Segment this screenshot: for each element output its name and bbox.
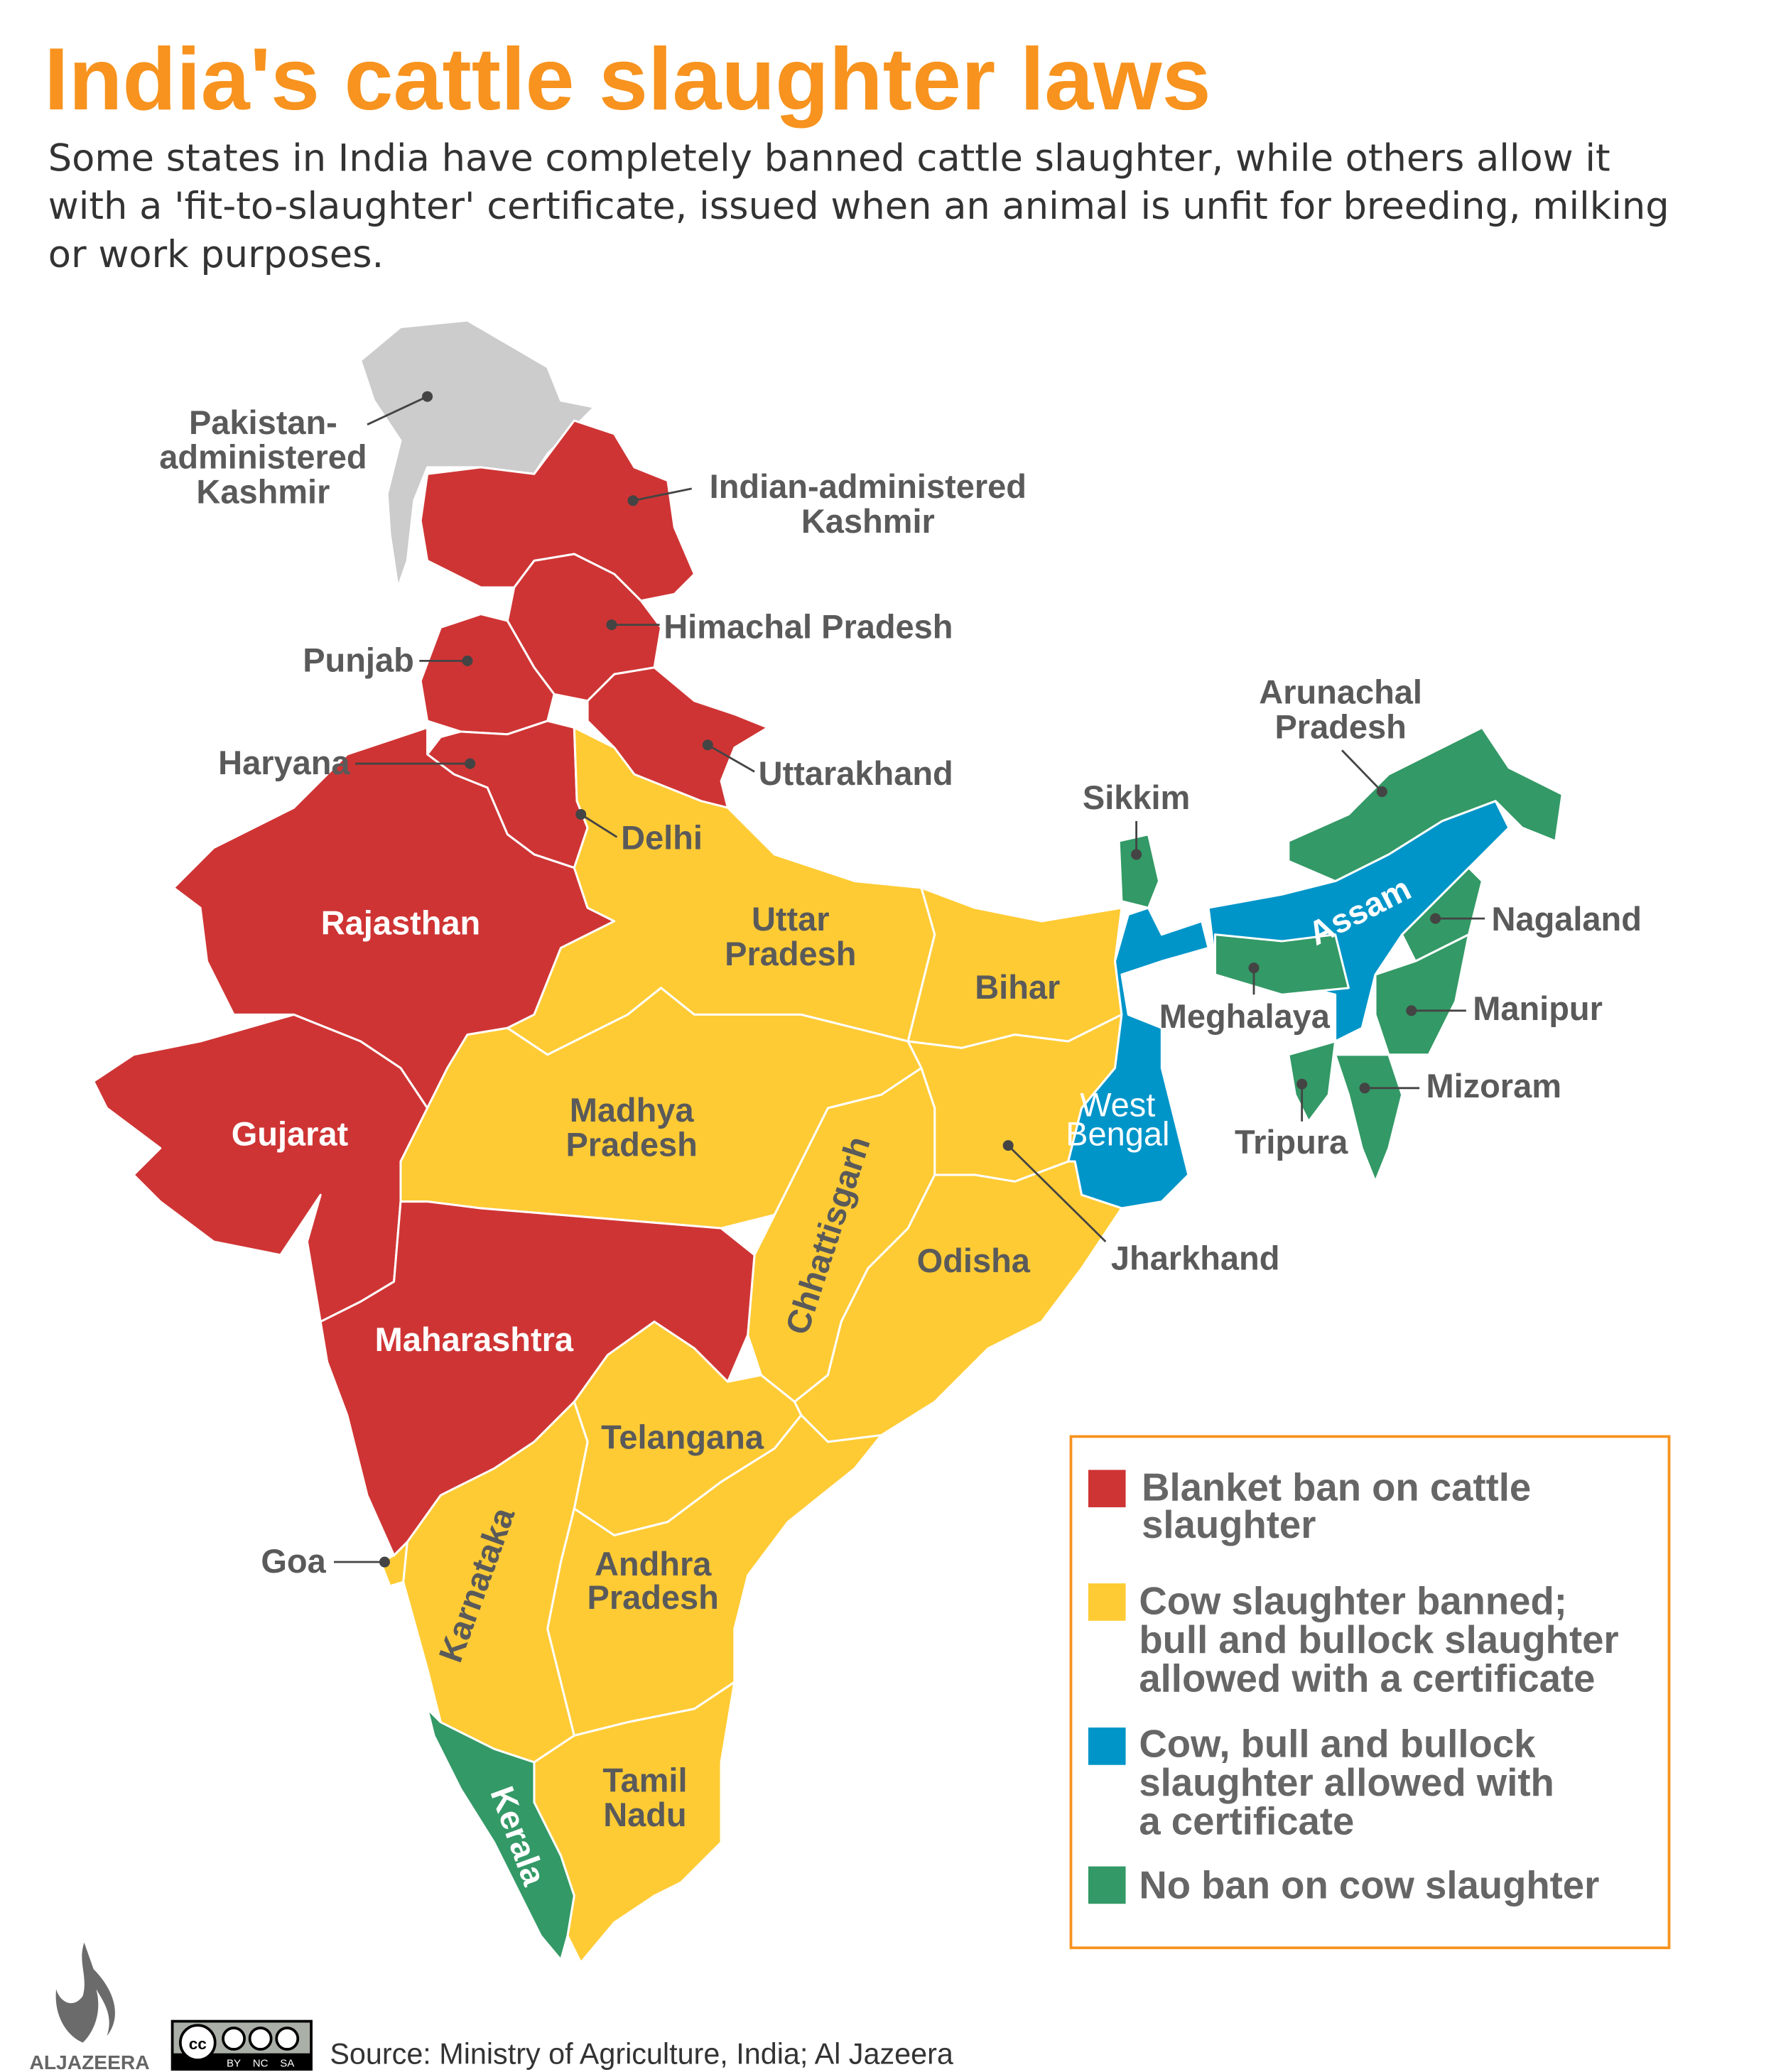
state-meghalaya[interactable] bbox=[1213, 933, 1350, 996]
state-tripura[interactable] bbox=[1287, 1040, 1337, 1123]
state-kerala[interactable] bbox=[426, 1708, 575, 1961]
map-labels: Pakistan- administered Kashmir Indian-ad… bbox=[159, 403, 1642, 1891]
subtitle-line: with a 'fit-to-slaughter' certificate, i… bbox=[48, 185, 1669, 228]
legend-label: bull and bullock slaughter bbox=[1139, 1618, 1618, 1661]
legend-label: allowed with a certificate bbox=[1139, 1656, 1595, 1700]
state-arunachal-pradesh[interactable] bbox=[1287, 726, 1564, 882]
legend-swatch-blue bbox=[1088, 1727, 1126, 1765]
india-map bbox=[92, 319, 1564, 1964]
state-gujarat[interactable] bbox=[92, 1013, 429, 1323]
legend-label: No ban on cow slaughter bbox=[1139, 1864, 1599, 1907]
subtitle-line: Some states in India have completely ban… bbox=[48, 137, 1610, 180]
state-west-bengal[interactable] bbox=[1067, 906, 1210, 1210]
cc-license-badge: cc BY NC SA bbox=[170, 2019, 313, 2071]
label-indian-kashmir: Indian-administered bbox=[710, 467, 1027, 505]
label-meghalaya: Meghalaya bbox=[1159, 997, 1331, 1035]
state-mizoram[interactable] bbox=[1334, 1053, 1404, 1183]
logo-text: ALJAZEERA bbox=[29, 2051, 149, 2072]
label-mizoram: Mizoram bbox=[1426, 1067, 1561, 1105]
cc-by: BY bbox=[227, 2057, 241, 2069]
source-note: Source: Ministry of Agriculture, India; … bbox=[330, 2038, 953, 2071]
legend-swatch-yellow bbox=[1088, 1583, 1126, 1621]
legend-label: Cow slaughter banned; bbox=[1139, 1579, 1567, 1622]
legend-label: Blanket ban on cattle bbox=[1142, 1466, 1531, 1509]
legend-label: slaughter allowed with bbox=[1139, 1761, 1554, 1804]
label-goa: Goa bbox=[261, 1542, 326, 1580]
label-up: Pradesh bbox=[725, 935, 856, 972]
state-andhra-pradesh[interactable] bbox=[546, 1414, 883, 1737]
label-rajasthan: Rajasthan bbox=[321, 904, 480, 942]
page-title: India's cattle slaughter laws bbox=[44, 31, 1211, 129]
label-tripura: Tripura bbox=[1235, 1123, 1348, 1161]
label-odisha: Odisha bbox=[917, 1242, 1031, 1279]
cc-sa: SA bbox=[280, 2057, 294, 2069]
state-odisha[interactable] bbox=[793, 1160, 1123, 1443]
label-haryana: Haryana bbox=[218, 744, 350, 781]
label-mp: Madhya bbox=[570, 1091, 695, 1129]
label-ap: Pradesh bbox=[588, 1578, 719, 1616]
subtitle-line: or work purposes. bbox=[48, 233, 384, 276]
legend-swatch-green bbox=[1088, 1866, 1126, 1904]
label-maharashtra: Maharashtra bbox=[375, 1320, 574, 1358]
legend-label: slaughter bbox=[1142, 1503, 1316, 1546]
aljazeera-logo: ALJAZEERA bbox=[29, 1942, 150, 2072]
label-mp: Pradesh bbox=[565, 1126, 697, 1164]
label-uttarakhand: Uttarakhand bbox=[759, 754, 953, 792]
label-tn: Tamil bbox=[602, 1761, 687, 1799]
label-nagaland: Nagaland bbox=[1492, 900, 1642, 938]
label-pok: Pakistan- bbox=[189, 403, 337, 441]
label-gujarat: Gujarat bbox=[232, 1115, 349, 1153]
label-jharkhand: Jharkhand bbox=[1111, 1239, 1280, 1276]
state-jammu-kashmir[interactable] bbox=[419, 419, 695, 602]
label-tn: Nadu bbox=[603, 1796, 686, 1833]
footer: ALJAZEERA cc BY NC SA Source: Ministry o… bbox=[29, 1942, 953, 2072]
cc-nc: NC bbox=[253, 2057, 269, 2069]
label-telangana: Telangana bbox=[601, 1418, 764, 1455]
label-punjab: Punjab bbox=[303, 641, 414, 678]
label-bihar: Bihar bbox=[975, 968, 1060, 1006]
label-west-bengal: West bbox=[1080, 1085, 1155, 1123]
label-pok: Kashmir bbox=[196, 473, 330, 511]
legend: Blanket ban on cattle slaughter Cow slau… bbox=[1069, 1435, 1671, 1950]
state-sikkim[interactable] bbox=[1117, 833, 1161, 909]
label-arunachal: Arunachal bbox=[1259, 673, 1422, 711]
label-delhi: Delhi bbox=[621, 818, 703, 856]
label-arunachal: Pradesh bbox=[1274, 707, 1406, 745]
legend-label: a certificate bbox=[1139, 1799, 1354, 1843]
leader-lines bbox=[334, 391, 1485, 1568]
legend-label: Cow, bull and bullock bbox=[1139, 1722, 1536, 1765]
label-himachal: Himachal Pradesh bbox=[664, 607, 953, 645]
svg-text:cc: cc bbox=[189, 2035, 207, 2053]
label-manipur: Manipur bbox=[1473, 989, 1603, 1027]
state-manipur[interactable] bbox=[1374, 933, 1471, 1056]
label-west-bengal: Bengal bbox=[1066, 1115, 1169, 1153]
label-indian-kashmir: Kashmir bbox=[801, 502, 935, 540]
legend-swatch-red bbox=[1088, 1470, 1126, 1507]
label-ap: Andhra bbox=[595, 1545, 712, 1583]
label-sikkim: Sikkim bbox=[1083, 779, 1190, 816]
label-pok: administered bbox=[159, 438, 367, 476]
label-up: Uttar bbox=[752, 900, 830, 938]
